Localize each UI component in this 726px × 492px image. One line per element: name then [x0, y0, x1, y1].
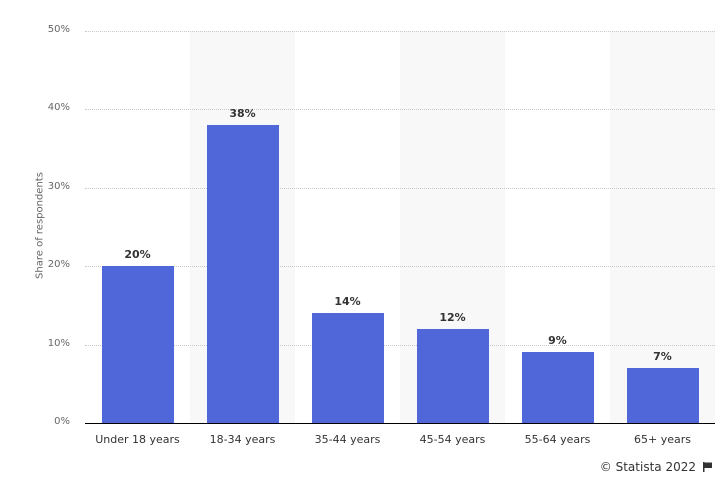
- flag-icon[interactable]: [702, 461, 714, 473]
- bar[interactable]: [626, 368, 699, 423]
- bar[interactable]: [311, 313, 384, 423]
- value-label: 9%: [548, 334, 567, 348]
- x-axis-line: [85, 423, 715, 424]
- y-tick-label: 20%: [47, 259, 70, 271]
- x-tick-label: 65+ years: [634, 433, 691, 446]
- y-tick-label: 0%: [54, 416, 70, 427]
- gridline: [85, 187, 715, 189]
- x-tick-label: 45-54 years: [419, 433, 486, 446]
- bar[interactable]: [416, 328, 489, 423]
- gridline: [85, 109, 715, 111]
- y-tick-label: 40%: [47, 102, 70, 114]
- y-tick-label: 30%: [47, 180, 70, 192]
- gridline: [85, 344, 715, 346]
- y-tick-label: 10%: [47, 337, 70, 349]
- bar[interactable]: [521, 352, 594, 423]
- x-tick-label: 18-34 years: [209, 433, 276, 446]
- value-label: 14%: [334, 295, 361, 309]
- x-tick-label: 35-44 years: [314, 433, 381, 446]
- value-label: 7%: [653, 350, 672, 364]
- y-axis-title: Share of respondents: [34, 172, 46, 279]
- credit-text: © Statista 2022: [599, 460, 696, 474]
- statista-credit[interactable]: © Statista 2022: [600, 460, 714, 474]
- y-tick-label: 50%: [47, 24, 70, 35]
- bar[interactable]: [101, 266, 174, 423]
- value-label: 12%: [439, 310, 466, 324]
- x-tick-label: 55-64 years: [524, 433, 591, 446]
- bar[interactable]: [206, 125, 279, 423]
- value-label: 20%: [124, 248, 151, 262]
- gridline: [85, 266, 715, 268]
- x-tick-label: Under 18 years: [95, 433, 180, 446]
- category-band: [610, 31, 715, 423]
- value-label: 38%: [229, 107, 256, 121]
- gridline: [85, 31, 715, 32]
